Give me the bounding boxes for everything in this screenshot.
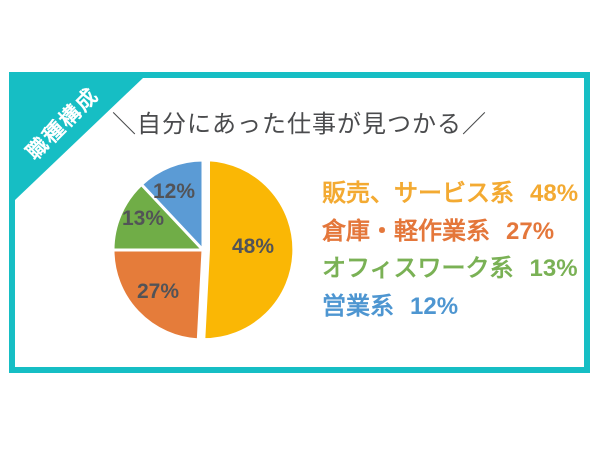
pie-slice-sales-service [202, 158, 296, 342]
legend-value: 27% [506, 217, 555, 245]
legend-label: 営業系 [322, 292, 394, 320]
pie-data-label-sales-service: 48% [231, 235, 275, 258]
legend-label: 倉庫・軽作業系 [322, 217, 490, 245]
legend-item-warehouse: 倉庫・軽作業系 27% [322, 213, 578, 251]
legend-label: オフィスワーク系 [322, 255, 514, 282]
pie-slice-office-work [111, 182, 205, 252]
legend-item-sales: 営業系 12% [322, 288, 578, 326]
legend-item-office-work: オフィスワーク系 13% [322, 250, 578, 288]
pie-slice-sales [139, 158, 205, 252]
legend-item-sales-service: 販売、サービス系 48% [322, 175, 578, 213]
legend-value: 48% [530, 180, 579, 207]
legend: 販売、サービス系 48% 倉庫・軽作業系 27% オフィスワーク系 13% 営業系 12… [322, 175, 578, 325]
chart-title: ＼自分にあった仕事が見つかる／ [112, 111, 487, 138]
legend-label: 販売、サービス系 [322, 180, 514, 207]
pie-slice-warehouse-light-work [111, 248, 205, 342]
pie-data-label-warehouse: 27% [136, 280, 180, 303]
legend-value: 13% [529, 255, 578, 282]
legend-value: 12% [410, 292, 459, 320]
pie-data-label-sales: 12% [152, 180, 196, 203]
pie-data-label-office-work: 13% [121, 207, 165, 230]
chart-frame: 職種構成 [9, 72, 590, 373]
